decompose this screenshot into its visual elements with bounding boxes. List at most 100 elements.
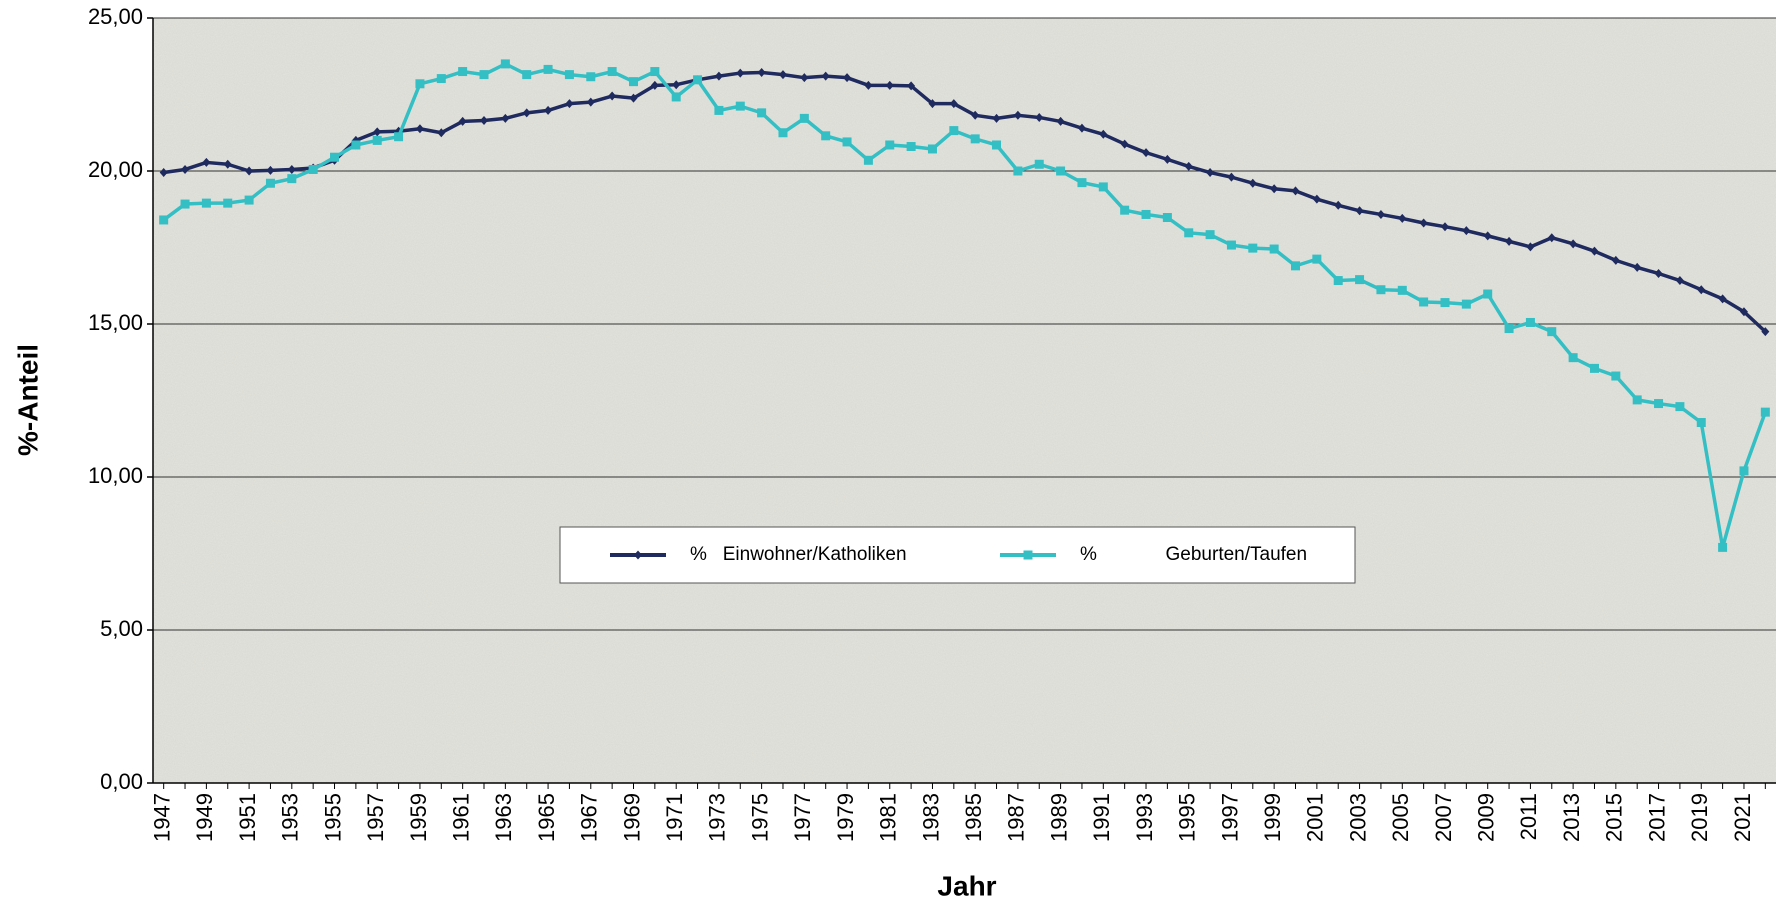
data-point: [586, 97, 595, 107]
data-point: [1504, 324, 1514, 334]
x-tick-label: 1995: [1175, 793, 1200, 842]
x-tick-label: 1985: [961, 793, 986, 842]
data-point: [1077, 123, 1086, 133]
x-tick-label: 1975: [747, 793, 772, 842]
x-tick-label: 2007: [1431, 793, 1456, 842]
x-tick-label: 1951: [235, 793, 260, 842]
data-point: [1312, 254, 1322, 264]
x-tick-label: 1969: [619, 793, 644, 842]
data-point: [1376, 285, 1386, 295]
data-point: [1226, 240, 1236, 250]
x-tick-label: 1997: [1217, 793, 1242, 842]
data-point: [436, 74, 446, 84]
data-point: [245, 166, 254, 176]
x-tick-label: 2009: [1474, 793, 1499, 842]
x-tick-label: 2015: [1602, 793, 1627, 842]
x-tick-label: 1949: [192, 793, 217, 842]
data-point: [1568, 353, 1578, 363]
data-point: [373, 127, 382, 137]
plot-texture: [153, 18, 1776, 783]
data-point: [1035, 112, 1044, 122]
y-tick-label: 15,00: [88, 310, 143, 335]
series-layer: [159, 59, 1770, 552]
data-point: [1611, 371, 1621, 381]
data-point: [1248, 243, 1258, 253]
data-point: [1227, 172, 1236, 182]
data-point: [266, 165, 275, 175]
x-tick-label: 1971: [662, 793, 687, 842]
data-point: [1718, 542, 1728, 552]
x-tick-label: 1947: [149, 793, 174, 842]
data-point: [1611, 255, 1620, 265]
data-point: [1248, 178, 1257, 188]
data-point: [1718, 294, 1727, 304]
data-point: [821, 71, 830, 81]
data-point: [843, 73, 852, 83]
x-tick-label: 1961: [448, 793, 473, 842]
data-point: [1099, 129, 1108, 139]
data-point: [949, 99, 958, 109]
data-point: [351, 140, 361, 150]
data-point: [308, 164, 318, 174]
data-point: [799, 113, 809, 123]
data-point: [500, 59, 510, 69]
data-point: [1023, 550, 1033, 560]
data-point: [415, 124, 424, 134]
data-point: [907, 81, 916, 91]
x-tick-label: 1991: [1089, 793, 1114, 842]
x-tick-label: 1963: [491, 793, 516, 842]
data-point: [757, 108, 767, 118]
tick-layer: 0,00 5,00 10,00 15,00 20,00 25,00 1947 1949 1951…: [88, 4, 1766, 842]
data-point: [1590, 246, 1599, 256]
data-point: [608, 91, 617, 101]
data-point: [287, 174, 297, 184]
x-tick-label: 2001: [1303, 793, 1328, 842]
data-point: [1739, 466, 1749, 476]
data-point: [1440, 298, 1450, 308]
data-point: [970, 134, 980, 144]
x-tick-label: 2019: [1687, 793, 1712, 842]
data-point: [1355, 206, 1364, 216]
data-point: [650, 67, 660, 77]
data-point: [1675, 402, 1685, 412]
x-tick-label: 1981: [876, 793, 901, 842]
data-point: [458, 67, 468, 77]
data-point: [672, 80, 681, 90]
data-point: [244, 195, 254, 205]
data-point: [181, 164, 190, 174]
data-point: [1654, 269, 1663, 279]
x-tick-label: 2011: [1516, 793, 1541, 840]
data-point: [1205, 230, 1215, 240]
data-point: [778, 70, 787, 80]
data-point: [842, 137, 852, 147]
data-point: [1696, 418, 1706, 428]
x-tick-label: 1989: [1046, 793, 1071, 842]
data-point: [1675, 276, 1684, 286]
data-point: [1761, 327, 1770, 337]
data-point: [1739, 307, 1748, 317]
data-point: [1184, 228, 1194, 238]
data-point: [1589, 363, 1599, 373]
data-point: [778, 128, 788, 138]
y-axis-title: %-Anteil: [12, 344, 43, 456]
data-point: [693, 75, 703, 85]
data-point: [1547, 327, 1557, 337]
x-tick-label: 1967: [577, 793, 602, 842]
x-tick-label: 1993: [1132, 793, 1157, 842]
y-tick-label: 10,00: [88, 463, 143, 488]
x-tick-label: 2021: [1730, 793, 1755, 842]
data-point: [736, 68, 745, 78]
data-point: [1526, 242, 1535, 252]
x-tick-label: 2013: [1559, 793, 1584, 842]
data-point: [1163, 154, 1172, 164]
plot-background: [153, 18, 1776, 783]
data-point: [735, 101, 745, 111]
data-point: [992, 113, 1001, 123]
data-point: [1291, 261, 1301, 271]
data-point: [992, 140, 1002, 150]
data-point: [1654, 399, 1664, 409]
data-point: [714, 71, 723, 81]
data-point: [1483, 231, 1492, 241]
data-point: [543, 64, 553, 74]
data-point: [1333, 276, 1343, 286]
